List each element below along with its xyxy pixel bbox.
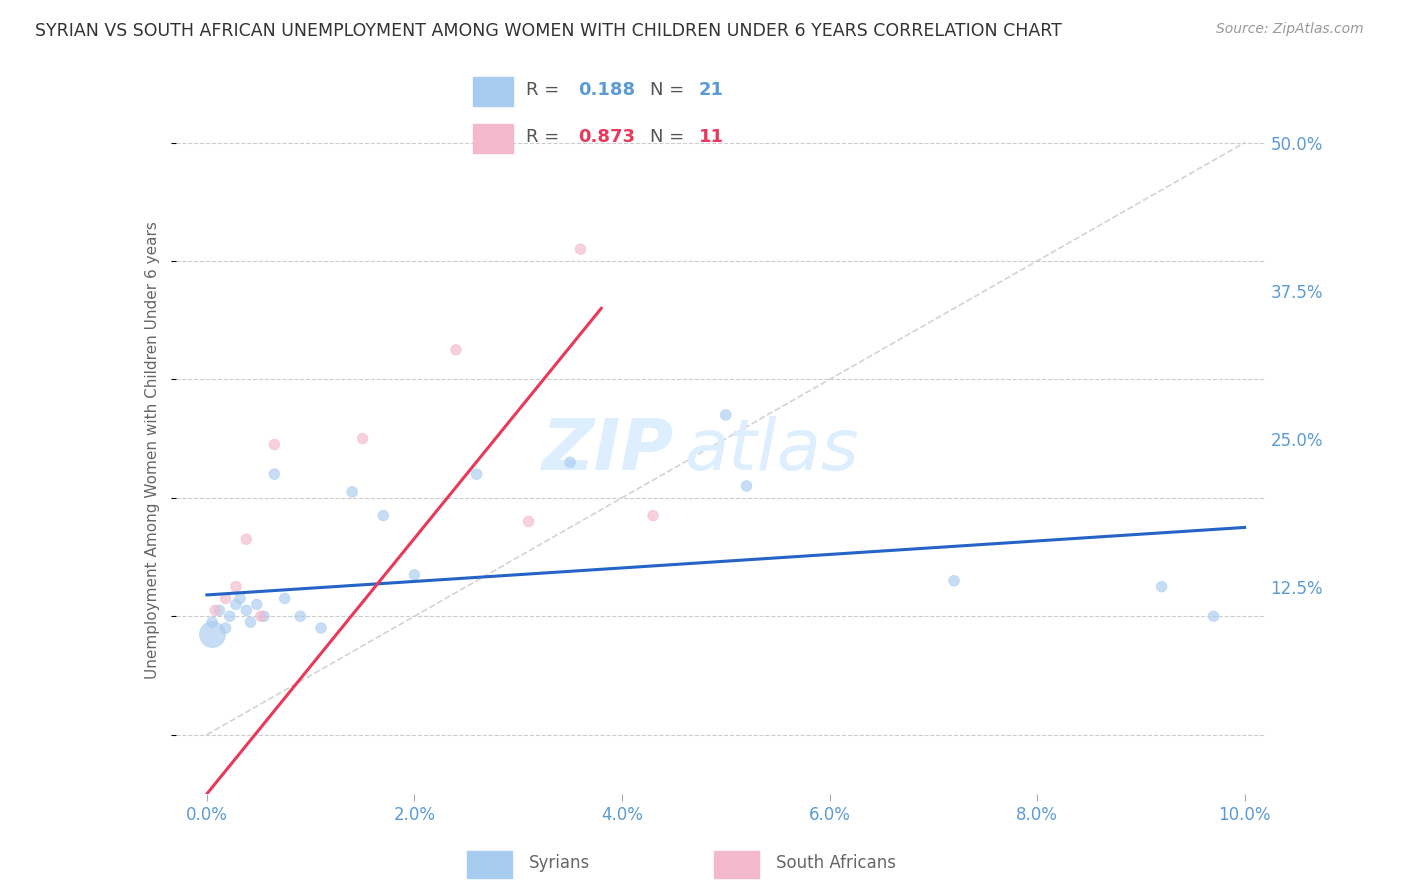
Point (201, 615, 224, 630)
Point (201, 627, 224, 641)
Point (1202, 609, 1225, 624)
Text: Syrians: Syrians (529, 854, 591, 872)
Point (253, 609, 276, 624)
Text: 21: 21 (699, 81, 724, 99)
Text: 0.873: 0.873 (578, 128, 636, 146)
Point (246, 598, 269, 612)
Text: Source: ZipAtlas.com: Source: ZipAtlas.com (1216, 22, 1364, 37)
Text: R =: R = (526, 81, 560, 99)
FancyBboxPatch shape (467, 851, 512, 878)
Point (309, 621, 332, 635)
Point (352, 432, 374, 446)
Text: ZIP: ZIP (541, 416, 673, 485)
Point (204, 603, 226, 617)
Text: N =: N = (650, 128, 683, 146)
Text: atlas: atlas (685, 416, 859, 485)
Point (1150, 580, 1173, 594)
Point (214, 621, 236, 635)
Text: R =: R = (526, 128, 560, 146)
Point (214, 591, 236, 606)
Point (465, 467, 488, 482)
Point (250, 609, 273, 624)
Point (229, 591, 252, 606)
Point (373, 508, 395, 523)
Text: South Africans: South Africans (776, 854, 896, 872)
Point (444, 343, 467, 357)
Point (714, 408, 737, 422)
FancyBboxPatch shape (474, 124, 513, 153)
Point (235, 603, 257, 617)
Point (735, 479, 758, 493)
Text: 0.188: 0.188 (578, 81, 636, 99)
FancyBboxPatch shape (714, 851, 759, 878)
Text: SYRIAN VS SOUTH AFRICAN UNEMPLOYMENT AMONG WOMEN WITH CHILDREN UNDER 6 YEARS COR: SYRIAN VS SOUTH AFRICAN UNEMPLOYMENT AMO… (35, 22, 1062, 40)
Point (558, 455, 581, 469)
Point (225, 580, 247, 594)
Point (274, 591, 297, 606)
Text: N =: N = (650, 81, 683, 99)
Point (517, 515, 540, 529)
Y-axis label: Unemployment Among Women with Children Under 6 years: Unemployment Among Women with Children U… (145, 221, 160, 680)
Point (263, 467, 285, 482)
Point (569, 242, 592, 256)
Point (404, 567, 426, 582)
Point (239, 615, 262, 630)
Point (208, 603, 231, 617)
Point (943, 574, 966, 588)
Point (290, 609, 312, 624)
Point (263, 437, 285, 451)
Point (643, 508, 665, 523)
Point (235, 533, 257, 547)
Text: 11: 11 (699, 128, 724, 146)
Point (225, 598, 247, 612)
Point (218, 609, 240, 624)
FancyBboxPatch shape (474, 77, 513, 105)
Point (340, 484, 363, 499)
